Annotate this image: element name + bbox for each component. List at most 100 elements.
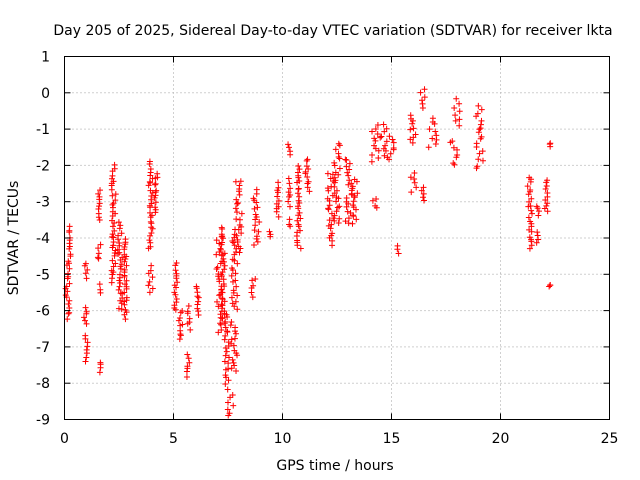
data-point bbox=[295, 197, 302, 204]
data-point bbox=[420, 190, 427, 197]
data-point bbox=[117, 290, 124, 297]
data-point bbox=[96, 203, 103, 210]
data-point bbox=[83, 308, 90, 315]
data-point bbox=[297, 227, 304, 234]
data-point bbox=[297, 215, 304, 222]
data-point bbox=[224, 406, 231, 413]
data-point bbox=[328, 221, 335, 228]
data-point bbox=[231, 242, 238, 249]
data-point bbox=[351, 176, 358, 183]
data-point bbox=[217, 311, 224, 318]
data-point bbox=[83, 354, 90, 361]
data-point bbox=[219, 302, 226, 309]
data-point bbox=[324, 170, 331, 177]
data-point bbox=[221, 320, 228, 327]
data-point bbox=[154, 170, 161, 177]
x-tick-label: 25 bbox=[601, 431, 619, 447]
data-point bbox=[369, 151, 376, 158]
data-point bbox=[304, 156, 311, 163]
data-point bbox=[325, 205, 332, 212]
data-point bbox=[533, 203, 540, 210]
data-point bbox=[418, 187, 425, 194]
data-point bbox=[386, 133, 393, 140]
data-point bbox=[224, 399, 231, 406]
data-point bbox=[194, 289, 201, 296]
data-point bbox=[386, 156, 393, 163]
data-point bbox=[251, 227, 258, 234]
data-point bbox=[108, 175, 115, 182]
data-point bbox=[421, 86, 428, 93]
data-points bbox=[62, 86, 554, 419]
data-point bbox=[295, 185, 302, 192]
data-point bbox=[236, 249, 243, 256]
data-point bbox=[95, 190, 102, 197]
data-point bbox=[383, 138, 390, 145]
data-point bbox=[451, 161, 458, 168]
data-point bbox=[116, 277, 123, 284]
data-point bbox=[374, 122, 381, 129]
data-point bbox=[214, 298, 221, 305]
data-point bbox=[274, 187, 281, 194]
data-point bbox=[174, 279, 181, 286]
data-point bbox=[228, 318, 235, 325]
data-point bbox=[286, 221, 293, 228]
data-point bbox=[332, 177, 339, 184]
data-point bbox=[275, 179, 282, 186]
data-point bbox=[213, 251, 220, 258]
data-point bbox=[221, 358, 228, 365]
data-point bbox=[233, 232, 240, 239]
data-point bbox=[303, 163, 310, 170]
data-point bbox=[66, 223, 73, 230]
data-point bbox=[369, 197, 376, 204]
data-point bbox=[122, 281, 129, 288]
data-point bbox=[65, 310, 72, 317]
data-point bbox=[224, 386, 231, 393]
data-point bbox=[185, 355, 192, 362]
data-point bbox=[419, 97, 426, 104]
data-point bbox=[429, 135, 436, 142]
data-point bbox=[343, 163, 350, 170]
x-tick-label: 5 bbox=[169, 431, 178, 447]
data-point bbox=[475, 156, 482, 163]
data-point bbox=[333, 194, 340, 201]
data-point bbox=[345, 172, 352, 179]
data-point bbox=[238, 230, 245, 237]
data-point bbox=[342, 156, 349, 163]
data-point bbox=[223, 348, 230, 355]
data-point bbox=[235, 243, 242, 250]
data-point bbox=[371, 135, 378, 142]
data-point bbox=[253, 233, 260, 240]
data-point bbox=[219, 239, 226, 246]
data-point bbox=[222, 318, 229, 325]
data-point bbox=[526, 198, 533, 205]
data-point bbox=[148, 229, 155, 236]
data-point bbox=[111, 161, 118, 168]
data-point bbox=[420, 184, 427, 191]
data-point bbox=[349, 183, 356, 190]
data-point bbox=[236, 191, 243, 198]
data-point bbox=[544, 200, 551, 207]
data-point bbox=[432, 128, 439, 135]
data-point bbox=[449, 138, 456, 145]
data-point bbox=[544, 189, 551, 196]
data-point bbox=[173, 296, 180, 303]
data-point bbox=[82, 358, 89, 365]
y-tick-label: 1 bbox=[41, 50, 50, 66]
data-point bbox=[115, 286, 122, 293]
data-point bbox=[121, 243, 128, 250]
data-point bbox=[228, 336, 235, 343]
data-point bbox=[249, 294, 256, 301]
data-point bbox=[474, 110, 481, 117]
data-point bbox=[219, 295, 226, 302]
data-point bbox=[252, 222, 259, 229]
data-point bbox=[336, 203, 343, 210]
data-point bbox=[543, 182, 550, 189]
data-point bbox=[336, 155, 343, 162]
data-point bbox=[146, 158, 153, 165]
data-point bbox=[118, 306, 125, 313]
data-point bbox=[222, 324, 229, 331]
data-point bbox=[346, 166, 353, 173]
data-point bbox=[541, 205, 548, 212]
data-point bbox=[179, 321, 186, 328]
data-point bbox=[249, 277, 256, 284]
